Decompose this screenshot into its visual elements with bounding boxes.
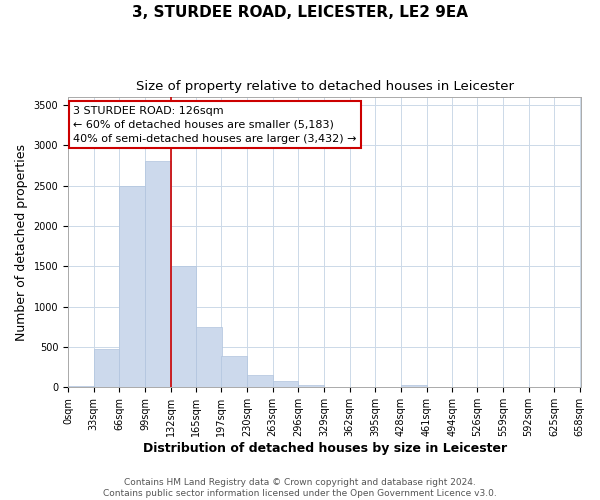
- Bar: [221, 356, 247, 388]
- Y-axis label: Number of detached properties: Number of detached properties: [15, 144, 28, 340]
- Bar: [119, 186, 145, 388]
- Text: Contains HM Land Registry data © Crown copyright and database right 2024.
Contai: Contains HM Land Registry data © Crown c…: [103, 478, 497, 498]
- Bar: [196, 327, 222, 388]
- Bar: [94, 348, 119, 388]
- Bar: [171, 266, 196, 388]
- Bar: [298, 384, 324, 388]
- Bar: [247, 375, 272, 388]
- X-axis label: Distribution of detached houses by size in Leicester: Distribution of detached houses by size …: [143, 442, 507, 455]
- Title: Size of property relative to detached houses in Leicester: Size of property relative to detached ho…: [136, 80, 514, 93]
- Bar: [145, 162, 171, 388]
- Bar: [68, 386, 94, 388]
- Bar: [401, 384, 427, 388]
- Bar: [272, 382, 298, 388]
- Text: 3, STURDEE ROAD, LEICESTER, LE2 9EA: 3, STURDEE ROAD, LEICESTER, LE2 9EA: [132, 5, 468, 20]
- Text: 3 STURDEE ROAD: 126sqm
← 60% of detached houses are smaller (5,183)
40% of semi-: 3 STURDEE ROAD: 126sqm ← 60% of detached…: [73, 106, 356, 144]
